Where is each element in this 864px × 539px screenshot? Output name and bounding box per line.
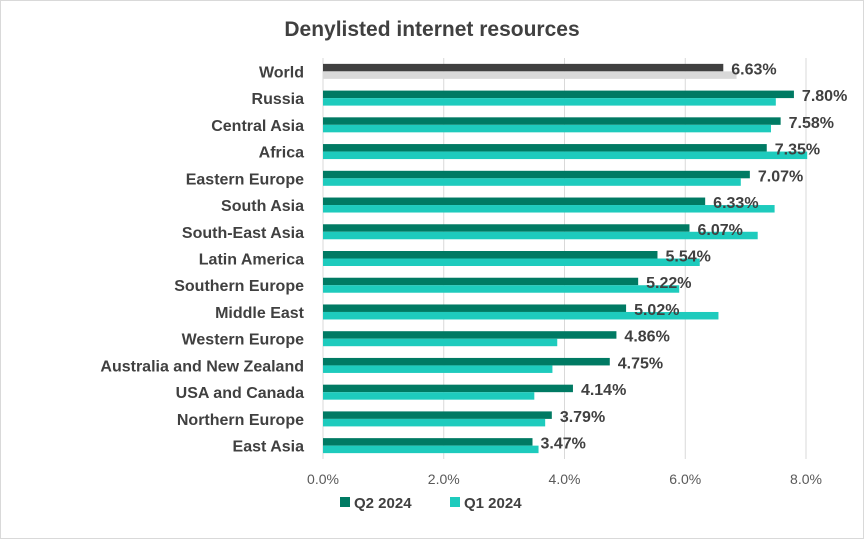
category-label: Eastern Europe (186, 171, 304, 188)
bar-q2-2024 (323, 411, 552, 419)
bar-q1-2024 (323, 71, 737, 79)
category-label: Western Europe (182, 332, 305, 349)
legend-swatch-q2-2024 (340, 497, 350, 507)
bar-q1-2024 (323, 98, 776, 106)
bar-q1-2024 (323, 178, 741, 186)
category-label: Russia (252, 91, 305, 108)
category-label: Latin America (199, 252, 304, 269)
bar-q1-2024 (323, 285, 679, 293)
category-label: Australia and New Zealand (100, 358, 304, 375)
data-label: 3.47% (541, 436, 586, 453)
data-label: 3.79% (560, 409, 605, 426)
data-label: 4.14% (581, 382, 626, 399)
category-label: Northern Europe (177, 412, 304, 429)
x-axis-ticks: 0.0% 2.0% 4.0% 6.0% 8.0% (307, 471, 822, 487)
x-tick-label: 0.0% (307, 471, 339, 487)
data-label: 6.07% (697, 222, 742, 239)
legend[interactable]: Q2 2024 Q1 2024 (340, 495, 522, 512)
bar-q2-2024 (323, 358, 610, 366)
bar-q1-2024 (323, 446, 539, 454)
data-label: 6.33% (713, 195, 758, 212)
bar-q2-2024 (323, 91, 794, 99)
data-label: 7.07% (758, 168, 803, 185)
bar-q2-2024 (323, 117, 781, 125)
data-label: 7.35% (775, 142, 820, 159)
data-label: 5.54% (665, 249, 710, 266)
bar-q2-2024 (323, 224, 689, 232)
category-label: South Asia (221, 198, 304, 215)
bars (323, 64, 807, 453)
data-label: 6.63% (731, 61, 776, 78)
data-label: 4.75% (618, 355, 663, 372)
data-label: 5.02% (634, 302, 679, 319)
bar-q1-2024 (323, 205, 775, 213)
category-labels: World Russia Central Asia Africa Eastern Eur… (100, 64, 304, 455)
data-label: 5.22% (646, 275, 691, 292)
category-label: South-East Asia (182, 225, 304, 242)
bar-q2-2024 (323, 331, 616, 339)
x-tick-label: 4.0% (549, 471, 581, 487)
bar-q1-2024 (323, 259, 700, 267)
bar-q1-2024 (323, 392, 534, 400)
category-label: World (259, 64, 304, 81)
bar-q1-2024 (323, 419, 545, 427)
bar-q1-2024 (323, 339, 557, 347)
category-label: Central Asia (211, 118, 304, 135)
bar-q2-2024 (323, 438, 533, 446)
bar-q2-2024 (323, 144, 767, 152)
data-label: 4.86% (624, 329, 669, 346)
category-label: Middle East (215, 305, 305, 322)
bar-q2-2024 (323, 251, 657, 259)
bar-chart: World Russia Central Asia Africa Eastern Eur… (0, 0, 864, 539)
category-label: USA and Canada (176, 385, 304, 402)
bar-q1-2024 (323, 125, 771, 133)
bar-q2-2024 (323, 278, 638, 286)
bar-q2-2024 (323, 64, 723, 72)
bar-q2-2024 (323, 198, 705, 206)
bar-q2-2024 (323, 304, 626, 312)
x-tick-label: 8.0% (790, 471, 822, 487)
bar-q2-2024 (323, 385, 573, 393)
category-label: East Asia (233, 439, 305, 456)
bar-q1-2024 (323, 232, 758, 240)
category-label: Southern Europe (174, 278, 304, 295)
legend-label-q2-2024[interactable]: Q2 2024 (354, 495, 412, 512)
bar-q1-2024 (323, 152, 807, 160)
x-tick-label: 2.0% (428, 471, 460, 487)
legend-swatch-q1-2024 (450, 497, 460, 507)
bar-q1-2024 (323, 365, 552, 373)
category-label: Africa (259, 145, 304, 162)
x-tick-label: 6.0% (669, 471, 701, 487)
bar-q2-2024 (323, 171, 750, 179)
legend-label-q1-2024[interactable]: Q1 2024 (464, 495, 522, 512)
data-label: 7.80% (802, 88, 847, 105)
data-label: 7.58% (789, 115, 834, 132)
